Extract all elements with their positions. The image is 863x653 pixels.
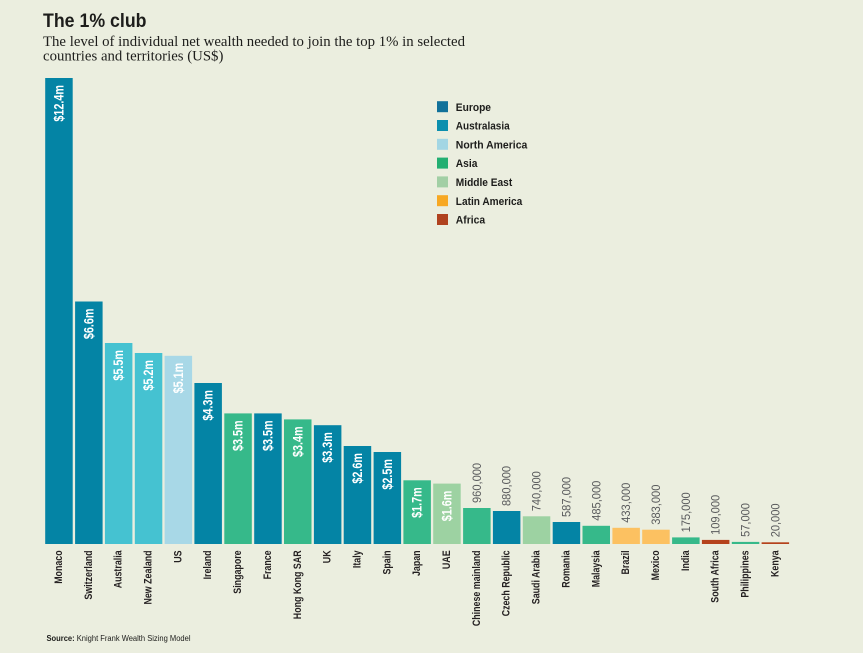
svg-text:Source: Knight Frank Wealth Si: Source: Knight Frank Wealth Sizing Model bbox=[47, 634, 191, 643]
svg-text:$3.5m: $3.5m bbox=[260, 420, 275, 451]
svg-text:$2.5m: $2.5m bbox=[380, 459, 395, 490]
svg-text:880,000: 880,000 bbox=[500, 466, 514, 506]
svg-text:20,000: 20,000 bbox=[768, 503, 782, 537]
svg-text:Chinese mainland: Chinese mainland bbox=[471, 550, 483, 626]
svg-text:Mexico: Mexico bbox=[650, 550, 662, 580]
svg-text:$3.5m: $3.5m bbox=[231, 420, 246, 451]
svg-text:Romania: Romania bbox=[560, 550, 572, 588]
svg-text:Australasia: Australasia bbox=[456, 121, 511, 133]
svg-text:The level of individual net we: The level of individual net wealth neede… bbox=[43, 34, 466, 50]
svg-text:Malaysia: Malaysia bbox=[590, 550, 602, 588]
svg-text:Saudi Arabia: Saudi Arabia bbox=[531, 550, 543, 604]
svg-text:Kenya: Kenya bbox=[769, 550, 781, 577]
svg-text:$6.6m: $6.6m bbox=[81, 309, 96, 340]
svg-text:$1.6m: $1.6m bbox=[440, 491, 455, 522]
svg-text:960,000: 960,000 bbox=[470, 463, 484, 503]
svg-text:$2.6m: $2.6m bbox=[350, 453, 365, 484]
svg-text:Philippines: Philippines bbox=[740, 550, 752, 597]
svg-text:countries and territories (US$: countries and territories (US$) bbox=[43, 48, 223, 64]
svg-text:$12.4m: $12.4m bbox=[52, 85, 67, 122]
svg-text:Hong Kong SAR: Hong Kong SAR bbox=[292, 550, 304, 619]
svg-text:Brazil: Brazil bbox=[620, 550, 632, 574]
svg-text:$3.4m: $3.4m bbox=[290, 426, 305, 457]
svg-text:France: France bbox=[262, 550, 274, 579]
svg-text:Japan: Japan bbox=[411, 550, 423, 576]
svg-text:Australia: Australia bbox=[113, 550, 125, 589]
svg-text:109,000: 109,000 bbox=[709, 495, 723, 535]
svg-text:North America: North America bbox=[456, 139, 528, 151]
svg-text:Europe: Europe bbox=[456, 102, 491, 114]
svg-text:740,000: 740,000 bbox=[530, 471, 544, 511]
svg-text:57,000: 57,000 bbox=[739, 503, 753, 537]
svg-text:US: US bbox=[172, 550, 184, 563]
svg-text:The 1% club: The 1% club bbox=[43, 10, 147, 32]
svg-text:587,000: 587,000 bbox=[559, 477, 573, 517]
svg-text:India: India bbox=[680, 550, 692, 571]
svg-text:Czech Republic: Czech Republic bbox=[501, 550, 513, 616]
svg-text:$3.3m: $3.3m bbox=[320, 432, 335, 463]
svg-text:Ireland: Ireland bbox=[202, 550, 214, 579]
svg-text:Singapore: Singapore bbox=[232, 550, 244, 593]
svg-text:Switzerland: Switzerland bbox=[83, 550, 95, 599]
svg-text:South Africa: South Africa bbox=[710, 550, 722, 603]
svg-text:$5.1m: $5.1m bbox=[171, 363, 186, 394]
svg-text:New Zealand: New Zealand bbox=[143, 550, 155, 604]
svg-text:Spain: Spain bbox=[381, 550, 393, 574]
svg-text:383,000: 383,000 bbox=[649, 484, 663, 524]
svg-text:UAE: UAE bbox=[441, 550, 453, 569]
svg-text:Middle East: Middle East bbox=[456, 177, 513, 189]
svg-text:Monaco: Monaco bbox=[53, 550, 65, 584]
svg-text:175,000: 175,000 bbox=[679, 492, 693, 532]
svg-text:Africa: Africa bbox=[456, 215, 486, 227]
svg-text:$5.5m: $5.5m bbox=[111, 350, 126, 381]
svg-text:$5.2m: $5.2m bbox=[141, 360, 156, 391]
svg-text:$4.3m: $4.3m bbox=[201, 390, 216, 421]
svg-text:Latin America: Latin America bbox=[456, 196, 523, 208]
svg-text:$1.7m: $1.7m bbox=[410, 487, 425, 518]
svg-text:433,000: 433,000 bbox=[619, 482, 633, 522]
svg-text:UK: UK bbox=[322, 550, 334, 563]
svg-text:Italy: Italy bbox=[351, 550, 363, 568]
svg-text:Asia: Asia bbox=[456, 158, 478, 170]
svg-text:485,000: 485,000 bbox=[589, 480, 603, 520]
